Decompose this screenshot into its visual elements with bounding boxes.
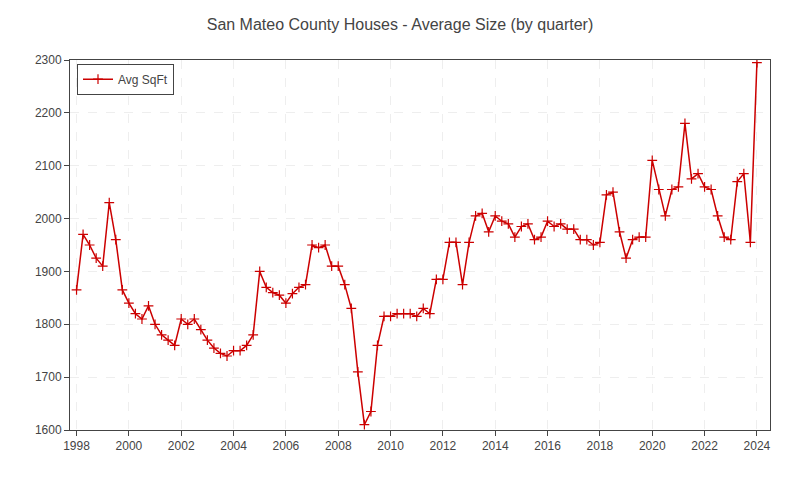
svg-text:2020: 2020 <box>639 439 666 453</box>
svg-text:2200: 2200 <box>35 106 62 120</box>
svg-text:2000: 2000 <box>116 439 143 453</box>
svg-text:1900: 1900 <box>35 265 62 279</box>
svg-text:2024: 2024 <box>744 439 771 453</box>
svg-text:1998: 1998 <box>63 439 90 453</box>
svg-text:2022: 2022 <box>691 439 718 453</box>
svg-text:2016: 2016 <box>534 439 561 453</box>
svg-text:Avg SqFt: Avg SqFt <box>118 73 168 87</box>
svg-text:2014: 2014 <box>482 439 509 453</box>
svg-text:2006: 2006 <box>273 439 300 453</box>
svg-text:2000: 2000 <box>35 212 62 226</box>
svg-text:2018: 2018 <box>587 439 614 453</box>
svg-text:2008: 2008 <box>325 439 352 453</box>
svg-text:1700: 1700 <box>35 370 62 384</box>
svg-text:1800: 1800 <box>35 317 62 331</box>
svg-text:2010: 2010 <box>377 439 404 453</box>
svg-text:San Mateo County Houses - Aver: San Mateo County Houses - Average Size (… <box>207 16 594 33</box>
svg-text:2004: 2004 <box>220 439 247 453</box>
svg-text:2300: 2300 <box>35 53 62 67</box>
svg-text:1600: 1600 <box>35 423 62 437</box>
svg-text:2012: 2012 <box>430 439 457 453</box>
svg-text:2100: 2100 <box>35 159 62 173</box>
svg-text:2002: 2002 <box>168 439 195 453</box>
